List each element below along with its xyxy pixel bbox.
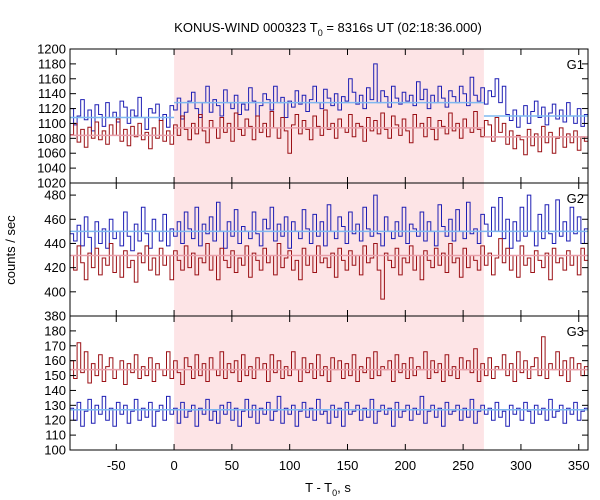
series-blue-line	[70, 395, 588, 427]
series-red-line	[70, 238, 588, 300]
y-axis-label: counts / sec	[3, 215, 18, 285]
panel-frame	[69, 315, 589, 451]
y-tick-label: 1060	[37, 146, 66, 161]
y-tick-label: 400	[44, 284, 66, 299]
y-tick-label: 440	[44, 236, 66, 251]
y-tick-label: 460	[44, 212, 66, 227]
y-tick-label: 1160	[38, 71, 66, 86]
y-tick-label: 1020	[37, 176, 66, 191]
x-tick-label: 300	[510, 458, 532, 473]
x-tick-label: 200	[394, 458, 416, 473]
y-tick-label: 1140	[38, 86, 66, 101]
x-tick-label: 150	[337, 458, 359, 473]
x-tick-label: -50	[107, 458, 126, 473]
highlight-band	[174, 316, 484, 450]
panel-label: G2	[567, 191, 584, 206]
series-blue-line	[70, 63, 588, 132]
x-axis-label: T - T0, s	[305, 480, 351, 498]
x-tick-label: 350	[568, 458, 590, 473]
y-tick-label: 420	[44, 260, 66, 275]
y-tick-label: 160	[44, 353, 66, 368]
y-tick-label: 110	[45, 428, 66, 443]
y-tick-label: 170	[44, 338, 66, 353]
y-tick-label: 380	[44, 309, 66, 324]
x-tick-label: 50	[225, 458, 239, 473]
y-tick-label: 1120	[38, 101, 66, 116]
highlight-band	[174, 49, 484, 183]
chart-title: KONUS-WIND 000323 T0 = 8316s UT (02:18:3…	[174, 20, 482, 38]
y-tick-label: 1100	[38, 116, 66, 131]
y-tick-label: 180	[44, 323, 66, 338]
y-tick-label: 1040	[37, 161, 66, 176]
y-tick-label: 100	[44, 443, 66, 458]
panels-group: 1020104010601080110011201140116011801200…	[37, 42, 590, 474]
y-tick-label: 140	[44, 383, 66, 398]
highlight-band	[174, 183, 484, 316]
series-red-line	[70, 109, 588, 156]
x-tick-label: 0	[170, 458, 177, 473]
y-tick-label: 150	[44, 368, 66, 383]
y-tick-label: 1200	[37, 42, 66, 57]
y-tick-label: 120	[44, 413, 66, 428]
y-tick-label: 130	[44, 398, 66, 413]
y-tick-label: 1080	[37, 131, 66, 146]
y-tick-label: 1180	[38, 56, 66, 71]
x-tick-label: 250	[452, 458, 474, 473]
x-tick-label: 100	[279, 458, 301, 473]
panel-g2: 380 400 420 440 460 480 G2	[44, 182, 589, 324]
panel-g1: 1020104010601080110011201140116011801200…	[37, 42, 589, 191]
panel-label: G3	[567, 324, 584, 339]
y-tick-label: 480	[44, 188, 66, 203]
panel-label: G1	[567, 57, 584, 72]
